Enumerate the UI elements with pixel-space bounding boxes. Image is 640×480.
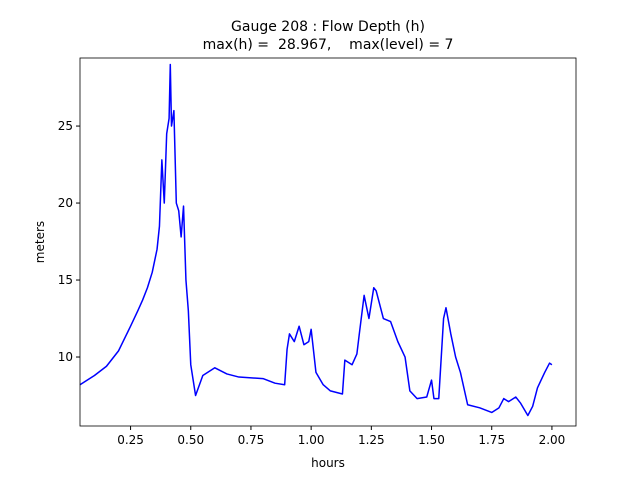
y-axis-label: meters bbox=[33, 221, 47, 263]
x-tick-label: 1.00 bbox=[298, 433, 325, 447]
y-tick-label: 20 bbox=[58, 196, 73, 210]
x-tick-label: 2.00 bbox=[539, 433, 566, 447]
x-tick-label: 1.75 bbox=[478, 433, 505, 447]
x-axis-label: hours bbox=[311, 456, 345, 470]
y-tick-label: 15 bbox=[58, 273, 73, 287]
data-line bbox=[79, 63, 553, 417]
x-tick-label: 1.50 bbox=[418, 433, 445, 447]
x-tick-label: 0.50 bbox=[177, 433, 204, 447]
x-tick-label: 0.75 bbox=[238, 433, 265, 447]
chart-title: Gauge 208 : Flow Depth (h) bbox=[231, 19, 425, 35]
x-tick-label: 0.25 bbox=[117, 433, 144, 447]
plot-frame bbox=[79, 57, 577, 427]
x-tick-label: 1.25 bbox=[358, 433, 385, 447]
y-tick-label: 10 bbox=[58, 350, 73, 364]
chart-subtitle: max(h) = 28.967, max(level) = 7 bbox=[203, 37, 454, 53]
y-tick-label: 25 bbox=[58, 119, 73, 133]
